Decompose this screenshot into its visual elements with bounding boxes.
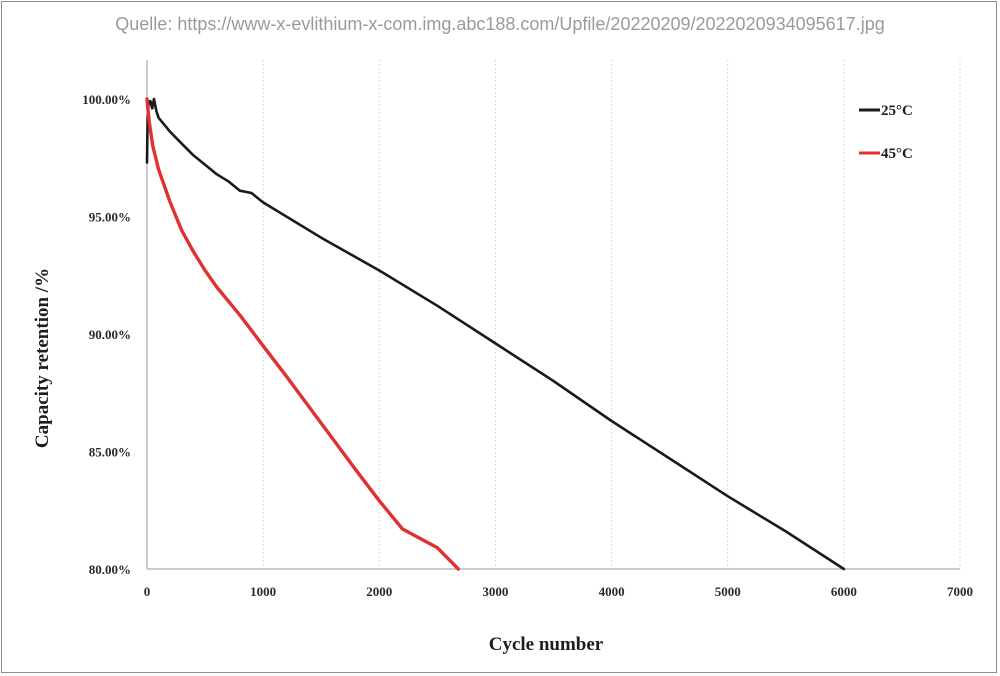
x-tick-label-4000: 4000 <box>599 584 625 599</box>
tick-labels: 0 1000 2000 3000 4000 5000 6000 7000 80.00% 85.00… <box>82 92 973 599</box>
series-line-0 <box>145 97 846 571</box>
x-axis-title: Cycle number <box>489 634 604 655</box>
legend-label-25c: 25°C <box>881 103 913 119</box>
y-tick-label-90: 90.00% <box>89 327 131 342</box>
y-tick-label-95: 95.00% <box>89 210 131 225</box>
y-tick-label-100: 100.00% <box>82 92 131 107</box>
grid-lines <box>262 60 961 569</box>
x-tick-label-0: 0 <box>144 584 151 599</box>
axes <box>146 60 960 570</box>
legend: 25°C 45°C <box>859 103 913 162</box>
x-tick-label-5000: 5000 <box>715 584 741 599</box>
y-axis-title: Capacity retention /% <box>32 268 53 448</box>
x-tick-label-2000: 2000 <box>366 584 392 599</box>
series-line-1 <box>145 97 460 571</box>
y-tick-label-80: 80.00% <box>89 562 131 577</box>
series-lines <box>145 97 846 571</box>
x-tick-label-1000: 1000 <box>250 584 276 599</box>
legend-label-45c: 45°C <box>881 146 913 162</box>
x-tick-label-3000: 3000 <box>482 584 508 599</box>
x-tick-label-7000: 7000 <box>947 584 973 599</box>
x-tick-label-6000: 6000 <box>831 584 857 599</box>
y-tick-label-85: 85.00% <box>89 445 131 460</box>
source-caption: Quelle: https://www-x-evlithium-x-com.im… <box>115 14 885 34</box>
